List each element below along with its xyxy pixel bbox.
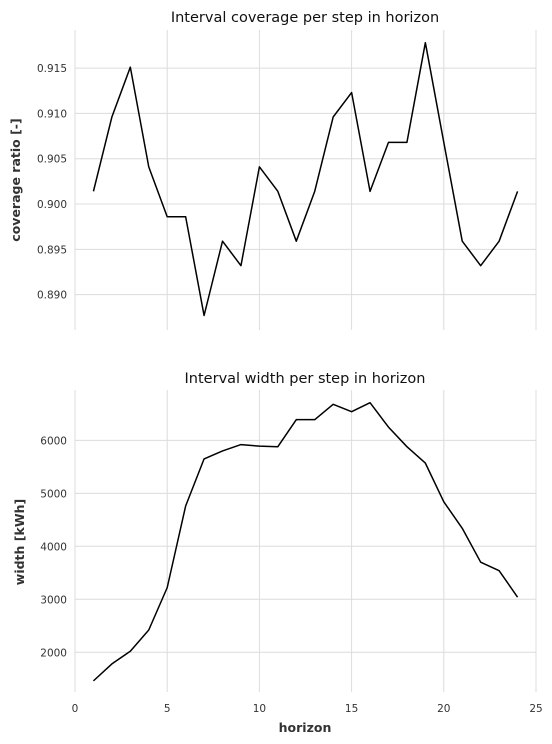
coverage-y-tick-label: 0.895 (37, 244, 67, 256)
coverage-y-ticks: 0.890 0.895 0.900 0.905 0.910 0.915 (37, 63, 67, 302)
width-x-tick-label: 0 (72, 703, 79, 715)
width-x-tick-label: 20 (437, 703, 450, 715)
coverage-chart: Interval coverage per step in horizon 0.… (8, 10, 537, 330)
width-x-tick-label: 10 (253, 703, 266, 715)
width-y-tick-label: 3000 (40, 594, 67, 606)
width-y-tick-label: 6000 (40, 435, 67, 447)
coverage-y-tick-label: 0.890 (37, 290, 67, 302)
coverage-y-axis-label: coverage ratio [-] (8, 118, 23, 241)
width-x-ticks: 0 5 10 15 20 25 (72, 703, 543, 715)
width-y-tick-label: 5000 (40, 488, 67, 500)
width-series-line (92, 401, 519, 682)
width-x-tick-label: 15 (345, 703, 358, 715)
coverage-series-line (92, 41, 519, 317)
width-x-axis-label: horizon (279, 720, 332, 735)
width-y-tick-label: 2000 (40, 647, 67, 659)
width-chart-title: Interval width per step in horizon (185, 371, 426, 387)
coverage-y-tick-label: 0.905 (37, 154, 67, 166)
width-x-tick-label: 5 (164, 703, 171, 715)
width-chart: Interval width per step in horizon 2000 3… (12, 371, 543, 735)
width-y-axis-label: width [kWh] (12, 499, 27, 585)
coverage-grid (74, 30, 537, 330)
coverage-y-tick-label: 0.900 (37, 199, 67, 211)
width-grid (74, 390, 537, 692)
coverage-chart-title: Interval coverage per step in horizon (171, 10, 439, 26)
width-x-tick-label: 25 (529, 703, 542, 715)
width-y-ticks: 2000 3000 4000 5000 6000 (40, 435, 67, 659)
width-y-tick-label: 4000 (40, 541, 67, 553)
coverage-y-tick-label: 0.915 (37, 63, 67, 75)
coverage-y-tick-label: 0.910 (37, 108, 67, 120)
